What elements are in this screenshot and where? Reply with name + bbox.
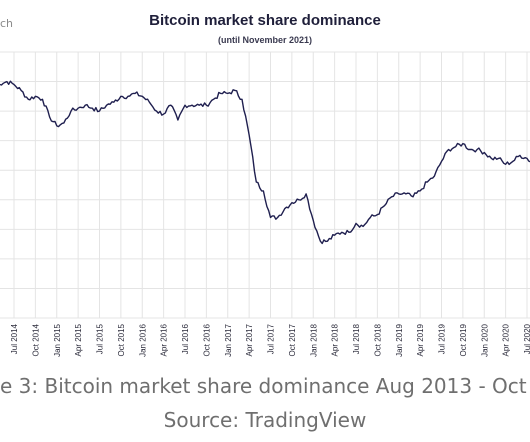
x-tick-label: Apr 2020	[502, 323, 511, 356]
x-tick-label: Jan 2018	[309, 323, 318, 356]
x-tick-label: Oct 2016	[202, 323, 211, 356]
x-tick-label: Jul 2016	[181, 323, 190, 354]
x-tick-label: Oct 2019	[459, 323, 468, 356]
x-tick-label: Jul 2017	[267, 323, 276, 354]
x-tick-label: Jan 2016	[138, 323, 147, 356]
x-tick-label: Oct 2014	[31, 323, 40, 356]
x-tick-label: Jul 2015	[96, 323, 105, 354]
x-tick-label: Oct 2015	[117, 323, 126, 356]
x-tick-label: Oct 2018	[373, 323, 382, 356]
chart-grid	[0, 51, 530, 319]
x-tick-label: Jan 2019	[395, 323, 404, 356]
x-tick-label: Apr 2019	[416, 323, 425, 356]
x-tick-label: Apr 2017	[245, 323, 254, 356]
caption-line-2: Source: TradingView	[163, 408, 367, 432]
x-tick-label: Jul 2019	[438, 323, 447, 354]
x-tick-label: Apr 2015	[74, 323, 83, 356]
series-line	[0, 80, 530, 245]
x-tick-label: Jan 2015	[53, 323, 62, 356]
x-tick-label: Jul 2020	[523, 323, 530, 354]
x-tick-label: Jul 2014	[10, 323, 19, 354]
x-tick-label: Oct 2017	[288, 323, 297, 356]
x-tick-label: Apr 2018	[331, 323, 340, 356]
chart-subtitle: (until November 2021)	[217, 35, 313, 45]
x-tick-label: Jul 2018	[352, 323, 361, 354]
x-axis-ticks: Jul 2014 Oct 2014 Jan 2015 Apr 2015 Jul 2015…	[10, 323, 530, 356]
x-tick-label: Apr 2016	[160, 323, 169, 356]
brand-text: ch	[0, 17, 14, 30]
caption-line-1: e 3: Bitcoin market share dominance Aug …	[0, 374, 530, 398]
chart-title: Bitcoin market share dominance	[149, 12, 381, 29]
x-tick-label: Jan 2017	[224, 323, 233, 356]
x-tick-label: Jan 2020	[480, 323, 489, 356]
